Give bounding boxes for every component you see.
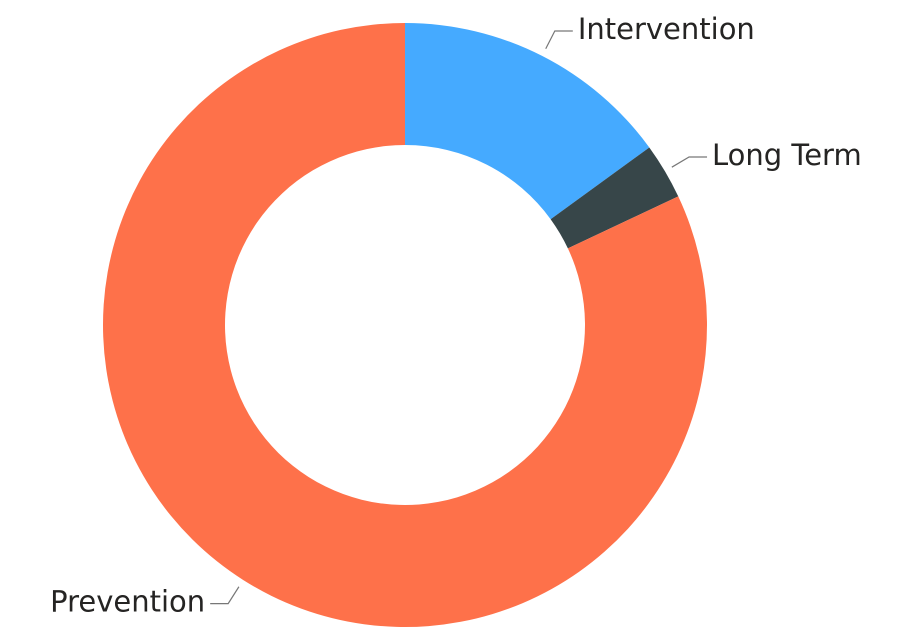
data-label: Prevention xyxy=(50,585,205,619)
donut-slice xyxy=(102,23,708,627)
donut-slice xyxy=(550,147,679,249)
data-label: Intervention xyxy=(578,12,755,46)
donut-slice xyxy=(405,23,650,220)
leader-line xyxy=(545,30,573,50)
leader-line xyxy=(210,586,240,605)
data-label: Long Term xyxy=(712,138,862,172)
leader-line xyxy=(671,156,708,168)
